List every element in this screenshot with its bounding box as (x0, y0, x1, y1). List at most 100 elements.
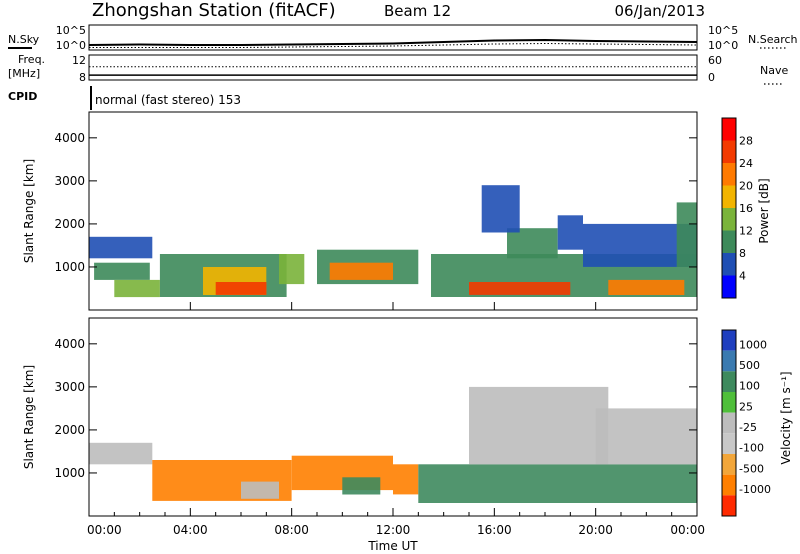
power-colorbar-tick: 12 (739, 225, 753, 238)
power-ytick-label: 3000 (54, 174, 85, 188)
power-colorbar-swatch (722, 253, 736, 276)
power-heatmap-cells (89, 185, 697, 298)
cpid-text: normal (fast stereo) 153 (95, 93, 241, 107)
noise-left-tick-high: 10^5 (56, 24, 86, 37)
velocity-panel: Slant Range [km] 1000 2000 3000 4000 1000 50… (22, 317, 793, 517)
nave-right-tick-high: 60 (708, 54, 722, 67)
frequency-panel: Freq. [MHz] Nave 12 8 60 0 (8, 53, 788, 85)
freq-left-tick-low: 8 (79, 71, 86, 84)
time-axis-tick-label: 00:00 (670, 523, 705, 537)
power-colorbar-swatch (722, 208, 736, 231)
power-colorbar-swatch (722, 163, 736, 186)
power-colorbar: 28 24 20 16 12 8 4 (721, 117, 753, 299)
power-colorbar-frame (721, 117, 737, 299)
power-cell (215, 282, 267, 295)
velocity-cell (595, 408, 697, 465)
velocity-colorbar-tick: 500 (739, 359, 760, 372)
frequency-panel-frame (88, 54, 698, 81)
time-axis: 00:00 04:00 08:00 12:00 16:00 20:00 00:00 (87, 302, 705, 537)
power-cell (481, 185, 520, 233)
velocity-colorbar-frame (721, 329, 737, 517)
velocity-colorbar-tick: -1000 (739, 483, 771, 496)
power-cell (608, 279, 685, 295)
power-cell (507, 228, 558, 259)
power-panel: Slant Range [km] 1000 2000 3000 4000 28 24 20… (22, 111, 771, 311)
noise-right-tick-high: 10^5 (708, 24, 738, 37)
power-cell (89, 236, 153, 259)
power-cell (329, 262, 393, 280)
power-colorbar-swatch (722, 140, 736, 163)
velocity-colorbar-swatch (722, 371, 736, 392)
station-title: Zhongshan Station (fitACF) (92, 0, 336, 21)
velocity-cell (469, 386, 609, 465)
time-axis-tick-label: 00:00 (87, 523, 122, 537)
velocity-cell (393, 464, 419, 495)
velocity-cell (342, 477, 381, 495)
velocity-colorbar-tick: 25 (739, 400, 753, 413)
power-cell (469, 282, 571, 295)
velocity-colorbar-tick: 100 (739, 380, 760, 393)
time-axis-tick-label: 04:00 (173, 523, 208, 537)
noise-right-tick-low: 10^0 (708, 39, 738, 52)
noise-left-tick-low: 10^0 (56, 39, 86, 52)
velocity-ytick-label: 1000 (54, 466, 85, 480)
beam-label: Beam 12 (384, 2, 451, 20)
noise-panel-frame (88, 24, 698, 51)
power-colorbar-swatch (722, 230, 736, 253)
time-axis-label: Time UT (367, 539, 418, 553)
time-axis-tick-label: 08:00 (274, 523, 309, 537)
power-colorbar-tick: 24 (739, 157, 753, 170)
power-colorbar-swatch (722, 185, 736, 208)
velocity-colorbar-label: Velocity [m s⁻¹] (779, 371, 793, 464)
freq-label-2: [MHz] (8, 67, 40, 80)
noise-sky-series (88, 38, 698, 46)
velocity-colorbar-tick: 1000 (739, 338, 767, 351)
time-axis-tick-label: 16:00 (477, 523, 512, 537)
velocity-colorbar-tick: -25 (739, 421, 757, 434)
power-cell (114, 279, 160, 298)
velocity-cell (89, 442, 153, 465)
noise-left-label: N.Sky (8, 33, 40, 46)
velocity-colorbar-swatch (722, 433, 736, 454)
power-colorbar-tick: 28 (739, 135, 753, 148)
power-colorbar-tick: 8 (739, 247, 746, 260)
time-axis-tick-label: 20:00 (578, 523, 613, 537)
power-cell (676, 202, 697, 267)
velocity-colorbar-swatch (722, 330, 736, 351)
power-colorbar-label: Power [dB] (757, 178, 771, 243)
velocity-colorbar-swatch (722, 350, 736, 372)
velocity-colorbar-swatch (722, 454, 736, 475)
power-cell (279, 254, 305, 285)
power-colorbar-swatch (722, 275, 736, 298)
power-ytick-label: 2000 (54, 217, 85, 231)
time-axis-tick-label: 12:00 (376, 523, 411, 537)
power-yticks: 1000 2000 3000 4000 (54, 131, 697, 274)
power-colorbar-swatch (722, 118, 736, 141)
freq-left-tick-high: 12 (72, 54, 86, 67)
velocity-heatmap-cells (89, 386, 697, 503)
velocity-colorbar: 1000 500 100 25 -25 -100 -500 -1000 (721, 329, 771, 517)
velocity-colorbar-tick: -500 (739, 462, 764, 475)
power-ytick-label: 1000 (54, 260, 85, 274)
velocity-colorbar-swatch (722, 474, 736, 496)
velocity-ylabel: Slant Range [km] (22, 365, 36, 469)
velocity-ytick-label: 3000 (54, 380, 85, 394)
power-colorbar-tick: 4 (739, 270, 746, 283)
velocity-colorbar-swatch (722, 392, 736, 413)
power-cell (557, 215, 583, 250)
power-ylabel: Slant Range [km] (22, 159, 36, 263)
noise-panel: N.Sky N.Search 10^5 10^0 10^5 10^0 (8, 24, 798, 52)
velocity-colorbar-swatch (722, 412, 736, 434)
velocity-ytick-label: 4000 (54, 337, 85, 351)
freq-label-1: Freq. (18, 53, 45, 66)
nave-right-tick-low: 0 (708, 71, 715, 84)
noise-right-label: N.Search (748, 33, 798, 46)
power-ytick-label: 4000 (54, 131, 85, 145)
power-colorbar-tick: 16 (739, 202, 753, 215)
date-label: 06/Jan/2013 (615, 2, 706, 20)
velocity-cell (418, 464, 697, 503)
nave-label: Nave (760, 64, 788, 77)
velocity-yticks: 1000 2000 3000 4000 (54, 337, 697, 480)
cpid-label: CPID (8, 90, 37, 103)
